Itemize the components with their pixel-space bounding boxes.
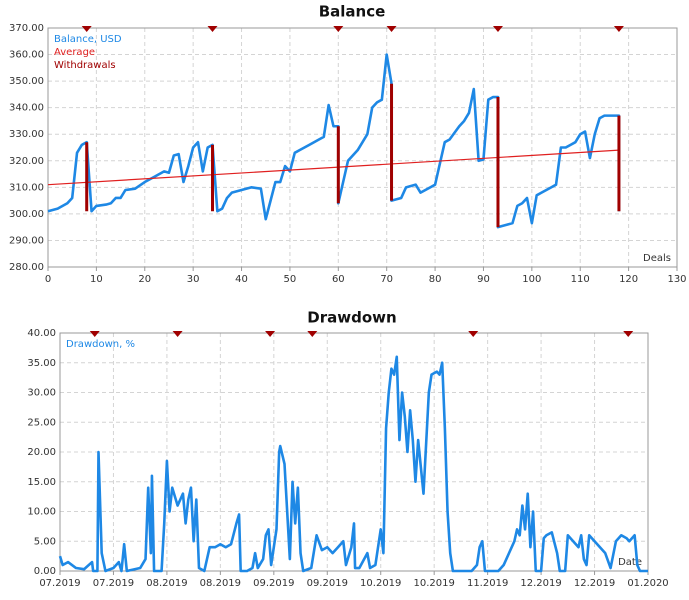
- y-tick-label: 290.00: [9, 235, 44, 246]
- series-line: [58, 355, 648, 573]
- chart-title: Balance: [319, 3, 386, 21]
- y-tick-label: 330.00: [9, 129, 44, 140]
- x-tick-label: 07.2019: [93, 578, 134, 589]
- x-tick-label: 11.2019: [467, 578, 508, 589]
- x-tick-label: 10: [90, 274, 103, 285]
- x-tick-label: 01.2020: [627, 578, 668, 589]
- y-tick-label: 350.00: [9, 76, 44, 87]
- legend-entry: Balance, USD: [54, 34, 122, 45]
- y-tick-label: 340.00: [9, 103, 44, 114]
- x-tick-label: 09.2019: [307, 578, 348, 589]
- x-tick-label: 90: [477, 274, 490, 285]
- x-tick-label: 10.2019: [360, 578, 401, 589]
- x-tick-label: 09.2019: [253, 578, 294, 589]
- x-tick-label: 08.2019: [146, 578, 187, 589]
- y-tick-label: 20.00: [27, 447, 56, 458]
- x-tick-label: 110: [571, 274, 590, 285]
- x-tick-label: 100: [522, 274, 541, 285]
- y-tick-label: 280.00: [9, 262, 44, 273]
- event-marker: [207, 26, 218, 32]
- series-line: [47, 53, 621, 229]
- x-tick-label: 08.2019: [200, 578, 241, 589]
- event-marker: [333, 26, 344, 32]
- event-marker: [492, 26, 503, 32]
- legend-entry: Drawdown, %: [66, 339, 135, 350]
- x-tick-label: 80: [429, 274, 442, 285]
- x-axis-label: Deals: [643, 253, 671, 264]
- event-marker: [265, 331, 276, 337]
- event-marker: [468, 331, 479, 337]
- legend-entry: Withdrawals: [54, 60, 116, 71]
- y-tick-label: 40.00: [27, 328, 56, 339]
- event-marker: [172, 331, 183, 337]
- y-tick-label: 320.00: [9, 156, 44, 167]
- y-tick-label: 15.00: [27, 477, 56, 488]
- y-tick-label: 30.00: [27, 388, 56, 399]
- x-tick-label: 40: [235, 274, 248, 285]
- x-tick-label: 60: [332, 274, 345, 285]
- y-tick-label: 10.00: [27, 507, 56, 518]
- y-tick-label: 5.00: [34, 536, 56, 547]
- event-marker: [613, 26, 624, 32]
- x-tick-label: 12.2019: [574, 578, 615, 589]
- x-tick-label: 10.2019: [414, 578, 455, 589]
- event-marker: [386, 26, 397, 32]
- x-tick-label: 120: [619, 274, 638, 285]
- y-tick-label: 0.00: [34, 566, 56, 577]
- x-tick-label: 70: [380, 274, 393, 285]
- plot-frame: [59, 332, 649, 572]
- x-tick-label: 130: [667, 274, 686, 285]
- x-tick-label: 0: [45, 274, 51, 285]
- y-tick-label: 25.00: [27, 417, 56, 428]
- x-tick-label: 20: [138, 274, 151, 285]
- x-tick-label: 50: [284, 274, 297, 285]
- y-tick-label: 310.00: [9, 182, 44, 193]
- chart-title: Drawdown: [307, 309, 396, 327]
- y-tick-label: 35.00: [27, 358, 56, 369]
- x-tick-label: 30: [187, 274, 200, 285]
- legend-entry: Average: [54, 47, 95, 58]
- event-marker: [307, 331, 318, 337]
- x-tick-label: 12.2019: [520, 578, 561, 589]
- y-tick-label: 370.00: [9, 23, 44, 34]
- event-marker: [81, 26, 92, 32]
- x-axis-label: Date: [618, 557, 642, 568]
- series-line: [47, 149, 619, 186]
- event-marker: [623, 331, 634, 337]
- y-tick-label: 300.00: [9, 209, 44, 220]
- plot-frame: [47, 27, 678, 268]
- event-marker: [89, 331, 100, 337]
- x-tick-label: 07.2019: [39, 578, 80, 589]
- y-tick-label: 360.00: [9, 50, 44, 61]
